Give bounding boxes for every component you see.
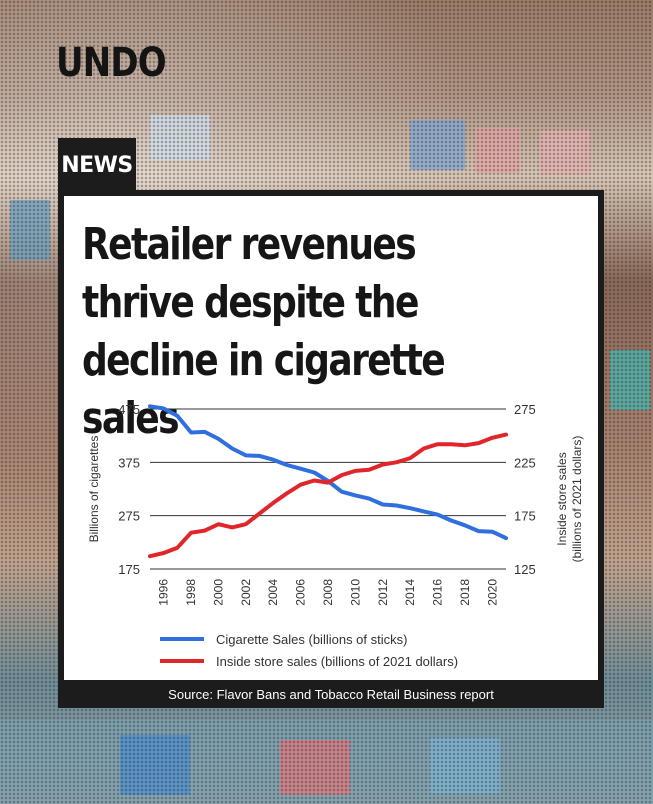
right-tick-label: 175 (514, 509, 536, 524)
x-tick-label: 2018 (458, 579, 472, 606)
right-axis-title-line2: (billions of 2021 dollars) (570, 436, 584, 563)
left-tick-label: 275 (118, 509, 140, 524)
source-note: Source: Flavor Bans and Tobacco Retail B… (168, 686, 494, 702)
x-tick-label: 2006 (294, 579, 308, 606)
x-tick-label: 2000 (211, 579, 225, 606)
x-tick-label: 2004 (266, 579, 280, 606)
headline: Retailer revenues thrive despite the dec… (82, 219, 446, 444)
x-tick-label: 2008 (321, 579, 335, 606)
left-tick-label: 475 (118, 402, 140, 417)
right-tick-label: 275 (514, 402, 536, 417)
series-line-2 (148, 432, 508, 559)
x-tick-label: 2014 (403, 579, 417, 606)
series-line-1 (148, 404, 508, 541)
content-panel: Retailer revenues thrive despite the dec… (64, 196, 598, 680)
line-chart: 175 125 275 175 375 225 475 275 1996 1998 2000 2002… (87, 402, 584, 669)
legend-label: Cigarette Sales (billions of sticks) (216, 632, 407, 647)
x-tick-label: 2012 (376, 579, 390, 606)
x-tick-label: 2016 (431, 579, 445, 606)
x-tick-label: 2020 (485, 579, 499, 606)
left-tick-label: 375 (118, 455, 140, 470)
article-card: Retailer revenues thrive despite the dec… (58, 190, 604, 708)
x-tick-label: 1996 (157, 579, 171, 606)
left-tick-label: 175 (118, 562, 140, 577)
x-tick-label: 2002 (239, 579, 253, 606)
legend-label: Inside store sales (billions of 2021 dol… (216, 654, 458, 669)
x-tick-label: 2010 (348, 579, 362, 606)
left-axis-title: Billions of cigarettes (87, 436, 101, 543)
right-tick-label: 125 (514, 562, 536, 577)
right-tick-label: 225 (514, 455, 536, 470)
undo-logo: UNDO (56, 40, 167, 86)
right-axis-title-line1: Inside store sales (555, 452, 569, 545)
x-tick-label: 1998 (184, 579, 198, 606)
news-label: NEWS (58, 138, 136, 192)
